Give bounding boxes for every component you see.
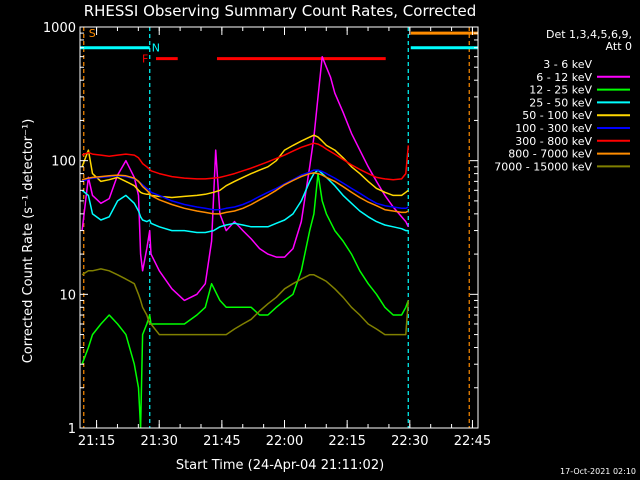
legend-entry-label: 25 - 50 keV bbox=[529, 96, 592, 109]
series-line-1 bbox=[81, 55, 409, 302]
legend-entry-label: 3 - 6 keV bbox=[543, 58, 592, 71]
plot-frame bbox=[79, 26, 479, 429]
x-tick-label: 22:45 bbox=[454, 434, 491, 449]
legend-header-line: Att 0 bbox=[606, 40, 632, 53]
saa-flag-label: S bbox=[89, 27, 96, 40]
plot-area: S NF bbox=[80, 27, 478, 428]
legend-entry-label: 6 - 12 keV bbox=[536, 71, 592, 84]
x-tick-label: 22:30 bbox=[391, 434, 428, 449]
x-tick-label: 21:30 bbox=[140, 434, 177, 449]
series-line-4 bbox=[81, 134, 409, 199]
y-tick-label: 1000 bbox=[43, 21, 76, 36]
series-line-3 bbox=[81, 169, 409, 234]
axes: 21:15 21:30 21:45 22:00 22:15 22:30 22:45 1 10 10… bbox=[43, 21, 491, 449]
legend-entry-label: 50 - 100 keV bbox=[522, 109, 592, 122]
y-axis-label: Corrected Count Rate (s⁻¹ detector⁻¹) bbox=[21, 119, 36, 364]
night-flag-label: N bbox=[152, 42, 160, 55]
x-tick-label: 22:00 bbox=[266, 434, 303, 449]
y-tick-label: 1 bbox=[68, 422, 76, 437]
series-line-8 bbox=[81, 268, 410, 336]
legend-entry-label: 100 - 300 keV bbox=[515, 122, 592, 135]
legend-header-line: Det 1,3,4,5,6,9, bbox=[546, 28, 632, 41]
legend-entry-label: 7000 - 15000 keV bbox=[494, 160, 592, 173]
x-tick-label: 21:45 bbox=[203, 434, 240, 449]
series-line-7 bbox=[81, 172, 409, 215]
footer-date: 17-Oct-2021 02:10 bbox=[560, 467, 636, 476]
x-tick-label: 22:15 bbox=[328, 434, 365, 449]
flare-flag-label: F bbox=[142, 53, 148, 66]
series-line-2 bbox=[81, 172, 410, 428]
y-tick-label: 100 bbox=[51, 155, 76, 170]
series-line-0 bbox=[81, 92, 410, 280]
legend-entry-label: 300 - 800 keV bbox=[515, 135, 592, 148]
chart-title: RHESSI Observing Summary Count Rates, Co… bbox=[84, 2, 477, 20]
x-tick-label: 21:15 bbox=[78, 434, 115, 449]
x-axis-label: Start Time (24-Apr-04 21:11:02) bbox=[176, 458, 384, 473]
y-tick-label: 10 bbox=[59, 288, 76, 303]
legend-entry-label: 12 - 25 keV bbox=[529, 84, 592, 97]
plot-inner bbox=[80, 27, 478, 428]
series-line-6 bbox=[81, 142, 410, 181]
legend-entry-label: 800 - 7000 keV bbox=[508, 148, 592, 161]
